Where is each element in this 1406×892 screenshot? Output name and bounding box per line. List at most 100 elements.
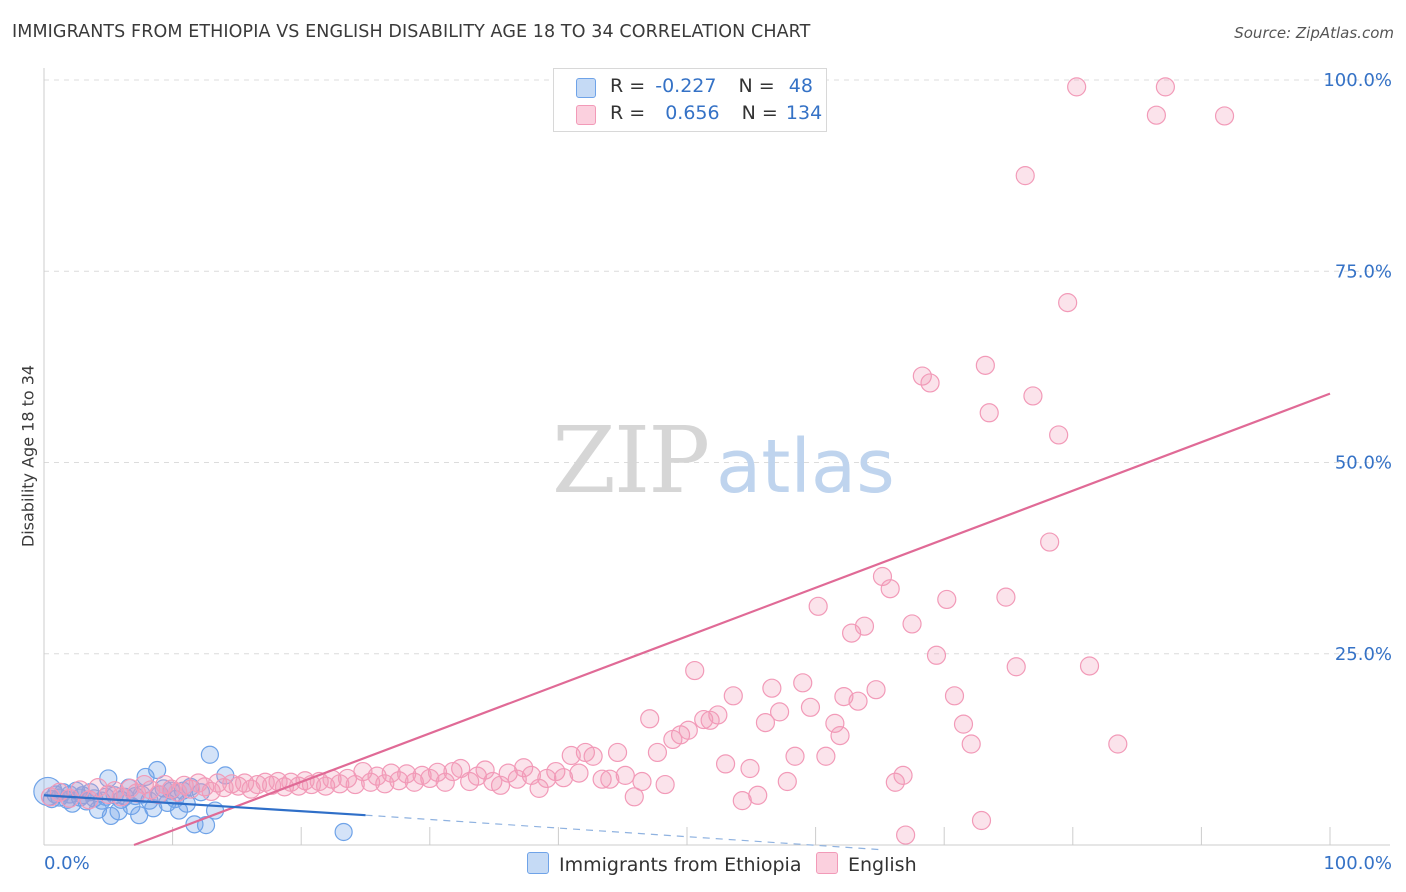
ethiopia-trend-extension <box>365 814 880 851</box>
english-point-128 <box>1006 657 1026 677</box>
english-point-129 <box>1015 166 1035 186</box>
english-point-11 <box>134 774 154 795</box>
trend-lines <box>43 392 1331 851</box>
english-point-116 <box>902 614 922 634</box>
english-point-136 <box>1108 734 1128 754</box>
english-point-119 <box>926 645 947 665</box>
english-point-53 <box>427 762 448 782</box>
english-point-123 <box>961 734 981 754</box>
english-point-132 <box>1049 425 1069 445</box>
ethiopia-point-37 <box>169 801 189 820</box>
english-point-13 <box>148 784 169 805</box>
english-point-135 <box>1079 656 1100 676</box>
legend-n-label: N = <box>738 75 775 97</box>
ethiopia-trend-line <box>43 794 366 817</box>
watermark-zip: ZIP <box>552 407 708 514</box>
english-point-50 <box>404 772 424 792</box>
ethiopia-point-31 <box>148 760 167 780</box>
english-point-85 <box>678 720 698 740</box>
bottom-legend-english: English <box>816 852 917 876</box>
chart-source: Source: ZipAtlas.com <box>1234 24 1394 42</box>
english-point-79 <box>632 771 652 792</box>
english-point-43 <box>353 761 373 782</box>
english-point-93 <box>740 758 760 779</box>
english-point-127 <box>996 587 1016 607</box>
english-point-48 <box>389 771 409 791</box>
ethiopia-point-47 <box>334 822 353 842</box>
english-point-55 <box>443 761 463 782</box>
english-point-115 <box>896 825 916 845</box>
bottom-legend-label-english: English <box>848 854 917 876</box>
y-tick-label-25: 25.0% <box>1335 644 1392 665</box>
english-point-104 <box>825 713 845 733</box>
english-point-74 <box>592 769 612 789</box>
english-point-76 <box>607 742 628 763</box>
english-point-70 <box>561 745 581 766</box>
english-point-63 <box>507 769 527 789</box>
english-point-96 <box>762 678 782 698</box>
english-point-124 <box>971 810 992 831</box>
english-point-45 <box>367 766 387 786</box>
grid-lines <box>44 79 1390 655</box>
legend-n-value-ethiopia: 48 <box>788 75 813 97</box>
y-tick-label-100: 100.0% <box>1323 70 1392 91</box>
legend-r-value-english: 0.656 <box>665 102 720 124</box>
english-point-92 <box>732 791 752 811</box>
english-point-99 <box>785 746 805 766</box>
english-point-117 <box>912 366 932 386</box>
english-point-61 <box>490 775 511 795</box>
english-point-71 <box>569 763 589 783</box>
bottom-legend-swatch-ethiopia <box>527 852 549 874</box>
english-point-139 <box>1214 106 1235 126</box>
english-point-75 <box>600 769 620 789</box>
english-point-59 <box>475 760 495 780</box>
english-point-87 <box>694 709 714 730</box>
english-point-138 <box>1155 77 1175 97</box>
english-point-86 <box>685 660 705 681</box>
watermark-atlas: atlas <box>716 424 895 510</box>
legend-swatch-english <box>576 105 596 125</box>
english-point-109 <box>854 616 875 636</box>
english-point-5 <box>88 778 108 798</box>
english-point-100 <box>793 673 813 693</box>
english-point-18 <box>181 779 201 799</box>
english-point-114 <box>893 765 913 785</box>
english-point-51 <box>412 765 432 785</box>
english-point-77 <box>615 765 635 785</box>
english-point-80 <box>640 709 660 729</box>
english-point-102 <box>808 596 828 616</box>
english-point-108 <box>848 691 868 711</box>
english-point-122 <box>953 714 974 734</box>
english-point-91 <box>723 686 743 706</box>
english-point-89 <box>708 705 728 725</box>
english-point-121 <box>944 686 965 706</box>
english-point-66 <box>529 778 549 798</box>
english-point-68 <box>546 761 566 782</box>
english-point-133 <box>1058 293 1078 313</box>
english-point-90 <box>715 754 736 774</box>
english-point-82 <box>655 774 675 795</box>
legend-swatch-ethiopia <box>576 78 596 98</box>
series-english-points <box>40 77 1235 845</box>
english-point-69 <box>553 768 574 788</box>
tick-labels: 25.0% 50.0% 75.0% 100.0% 0.0% 100.0% <box>44 70 1392 874</box>
ethiopia-point-44 <box>200 745 219 764</box>
chart-title: IMMIGRANTS FROM ETHIOPIA VS ENGLISH DISA… <box>12 22 811 42</box>
english-point-78 <box>624 787 644 807</box>
legend-r-label: R = <box>610 75 646 97</box>
y-tick-label-75: 75.0% <box>1335 261 1392 282</box>
english-point-98 <box>777 771 797 792</box>
english-point-118 <box>920 373 940 393</box>
english-point-58 <box>467 766 487 786</box>
english-point-64 <box>514 758 534 778</box>
english-point-73 <box>583 746 603 766</box>
x-tick-label-100: 100.0% <box>1323 853 1392 874</box>
english-point-137 <box>1146 105 1166 125</box>
ethiopia-point-43 <box>196 816 216 835</box>
english-point-120 <box>937 589 957 610</box>
legend-r-label: R = <box>610 102 646 124</box>
english-point-110 <box>866 680 886 700</box>
english-point-134 <box>1067 77 1087 97</box>
english-point-105 <box>830 726 850 746</box>
